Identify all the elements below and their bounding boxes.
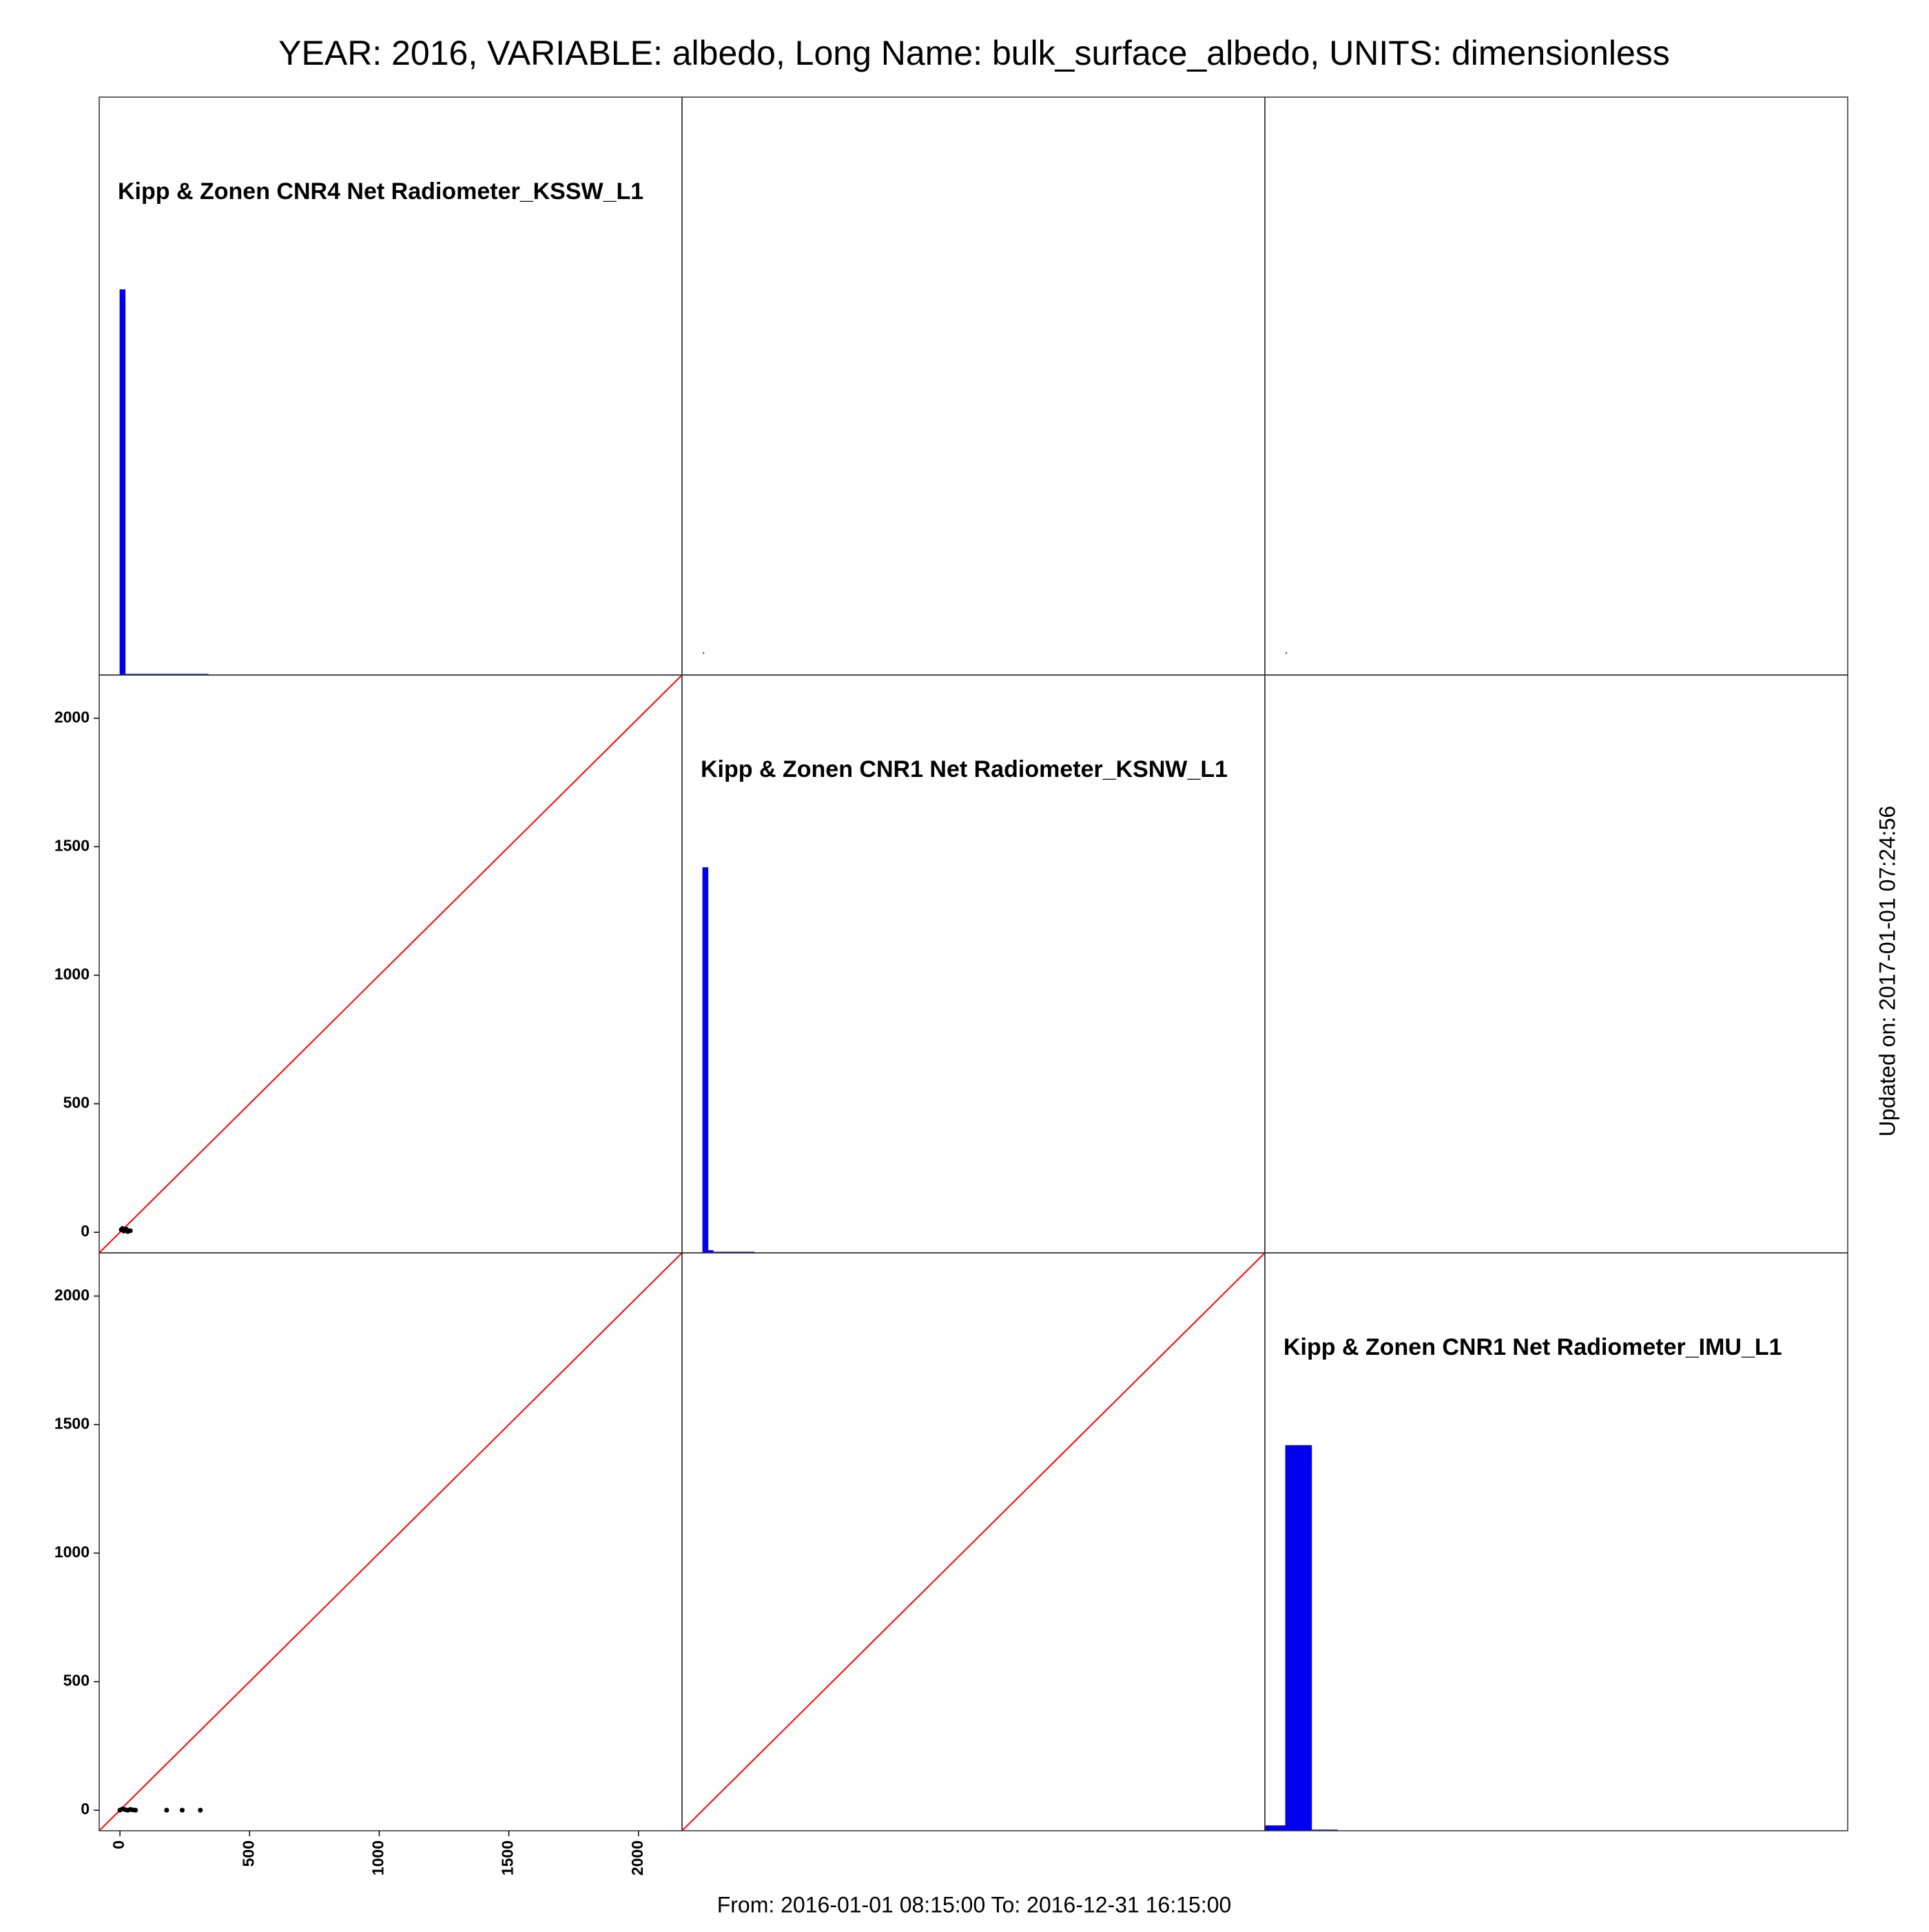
panel-border bbox=[681, 96, 1266, 676]
histogram-bar bbox=[119, 289, 126, 675]
y-tick-label: 1000 bbox=[54, 1543, 90, 1561]
update-note: Updated on: 2017-01-01 07:24:56 bbox=[1875, 806, 1899, 1136]
y-tick-label: 2000 bbox=[54, 708, 90, 726]
panel-border bbox=[1264, 96, 1848, 676]
histogram-bar bbox=[708, 1250, 714, 1253]
chart-subtitle: From: 2016-01-01 08:15:00 To: 2016-12-31… bbox=[717, 1892, 1232, 1917]
panel-content bbox=[1265, 1445, 1338, 1831]
scatter-point bbox=[127, 1228, 133, 1234]
panel: Kipp & Zonen CNR1 Net Radiometer_IMU_L1 bbox=[1264, 1252, 1848, 1831]
panel-border bbox=[1264, 1252, 1848, 1831]
identity-line bbox=[99, 1253, 682, 1831]
panel: Kipp & Zonen CNR4 Net Radiometer_KSSW_L1 bbox=[99, 96, 683, 676]
variable-name: Kipp & Zonen CNR1 Net Radiometer_KSNW_L1 bbox=[701, 756, 1228, 782]
y-tick-label: 1000 bbox=[54, 965, 90, 983]
panel-content bbox=[99, 675, 682, 1253]
panel bbox=[99, 674, 683, 1254]
panel bbox=[99, 1252, 683, 1831]
panel bbox=[681, 96, 1266, 676]
histogram-bar bbox=[1285, 1445, 1312, 1831]
scatter-point bbox=[133, 1807, 138, 1813]
scatter-point bbox=[179, 1807, 185, 1813]
panel-content bbox=[703, 652, 705, 654]
panel-content bbox=[99, 1253, 682, 1831]
x-tick-label: 0 bbox=[110, 1840, 127, 1849]
variable-name: Kipp & Zonen CNR1 Net Radiometer_IMU_L1 bbox=[1283, 1334, 1782, 1360]
panel bbox=[1264, 674, 1848, 1254]
x-tick-label: 1500 bbox=[499, 1840, 517, 1876]
panel-content bbox=[1286, 652, 1288, 654]
y-tick-label: 500 bbox=[63, 1094, 90, 1112]
panel-border bbox=[1264, 674, 1848, 1254]
panel-content bbox=[682, 1253, 1265, 1831]
y-tick-label: 0 bbox=[81, 1222, 90, 1240]
scatter-point bbox=[1286, 652, 1288, 654]
identity-line bbox=[682, 1253, 1265, 1831]
chart-title: YEAR: 2016, VARIABLE: albedo, Long Name:… bbox=[278, 34, 1670, 72]
histogram-bar bbox=[1265, 1825, 1286, 1831]
identity-line bbox=[99, 675, 682, 1253]
panel bbox=[681, 1252, 1266, 1831]
scatter-point bbox=[703, 652, 705, 654]
y-tick-label: 1500 bbox=[54, 1414, 90, 1432]
panel: Kipp & Zonen CNR1 Net Radiometer_KSNW_L1 bbox=[681, 674, 1266, 1254]
y-tick-label: 500 bbox=[63, 1672, 90, 1690]
variable-name: Kipp & Zonen CNR4 Net Radiometer_KSSW_L1 bbox=[118, 178, 643, 205]
x-tick-label: 2000 bbox=[628, 1840, 646, 1876]
scatter-point bbox=[164, 1807, 169, 1813]
panel-content bbox=[702, 867, 755, 1253]
panel bbox=[1264, 96, 1848, 676]
x-tick-label: 500 bbox=[239, 1840, 257, 1867]
y-tick-label: 0 bbox=[81, 1800, 90, 1818]
y-tick-label: 2000 bbox=[54, 1286, 90, 1304]
y-tick-label: 1500 bbox=[54, 836, 90, 854]
histogram-bar bbox=[702, 867, 709, 1253]
x-tick-label: 1000 bbox=[369, 1840, 387, 1876]
scatter-point bbox=[198, 1807, 203, 1813]
panel-content bbox=[119, 289, 209, 675]
